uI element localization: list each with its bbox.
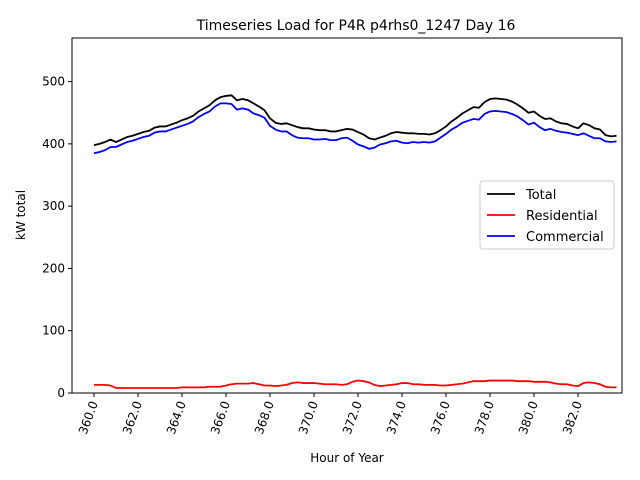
chart-title: Timeseries Load for P4R p4rhs0_1247 Day …: [196, 18, 516, 34]
y-tick-label: 400: [42, 137, 65, 151]
y-tick-label: 0: [57, 386, 65, 400]
y-tick-label: 200: [42, 261, 65, 275]
series-line-commercial: [93, 102, 617, 155]
y-axis-label: kW total: [14, 190, 28, 240]
legend-label-commercial: Commercial: [526, 230, 604, 245]
series-layer: [93, 94, 617, 389]
y-axis: 0 100 200 300 400 500: [42, 75, 72, 400]
series-line-residential: [94, 379, 617, 389]
y-tick-label: 500: [42, 75, 65, 89]
legend-box: [479, 180, 615, 250]
legend-label-total: Total: [525, 188, 556, 203]
y-tick-label: 100: [42, 324, 65, 338]
plot-frame: [71, 37, 623, 394]
x-axis-label: Hour of Year: [310, 451, 384, 465]
legend: Total Residential Commercial: [479, 180, 615, 250]
legend-label-residential: Residential: [526, 209, 598, 224]
y-tick-label: 300: [42, 199, 65, 213]
series-line-total: [93, 94, 617, 146]
